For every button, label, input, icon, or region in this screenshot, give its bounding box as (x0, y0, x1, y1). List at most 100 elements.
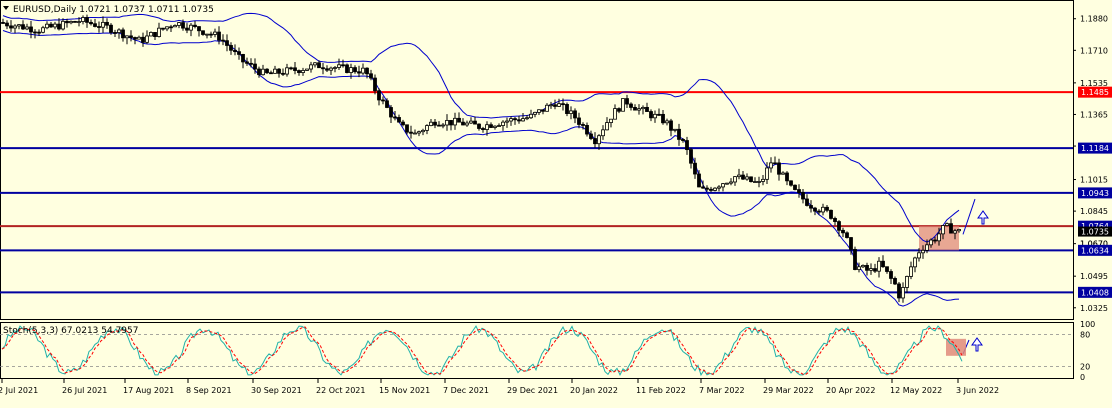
candle-body (421, 129, 425, 133)
candle-body (25, 26, 29, 30)
candle-body (737, 174, 741, 178)
stoch-signal-line (1, 326, 963, 375)
candle-body (721, 183, 725, 188)
candle-body (613, 108, 617, 120)
candle-body (833, 218, 837, 222)
candle-body (201, 30, 205, 35)
candle-body (65, 20, 69, 24)
x-tick-label: 20 Jan 2022 (570, 386, 618, 395)
level-value-label: 1.0408 (1081, 288, 1109, 297)
x-tick-label: 30 Sep 2021 (251, 386, 302, 395)
candle-body (229, 45, 233, 51)
candle-body (85, 17, 89, 23)
level-value-label: 1.1485 (1081, 88, 1109, 97)
candle-body (233, 49, 237, 53)
candle-body (529, 113, 533, 119)
candle-body (89, 21, 93, 25)
candle-body (925, 244, 929, 251)
level-value-box (1078, 220, 1112, 232)
candle-body (709, 188, 713, 191)
candle-body (953, 230, 957, 234)
candle-body (289, 67, 293, 70)
stoch-y-label: 20 (1080, 362, 1090, 371)
candle-body (217, 31, 221, 41)
candle-body (425, 125, 429, 131)
candle-body (481, 128, 485, 130)
x-tick-label: 26 Jul 2021 (62, 386, 107, 395)
candle-body (9, 25, 13, 29)
candle-body (861, 265, 865, 268)
candle-body (249, 62, 253, 65)
y-tick-label: 1.1535 (1080, 79, 1108, 88)
candle-body (169, 26, 173, 29)
candle-body (729, 181, 733, 184)
candle-body (813, 207, 817, 212)
candle-body (921, 249, 925, 254)
candle-body (865, 265, 869, 271)
current-price-box (1078, 226, 1112, 237)
candle-body (617, 108, 621, 112)
candle-body (809, 205, 813, 209)
candle-body (181, 22, 185, 29)
candle-body (597, 135, 601, 145)
candle-body (829, 209, 833, 219)
candle-body (777, 162, 781, 175)
candle-body (13, 25, 17, 29)
candle-body (889, 271, 893, 279)
candle-body (905, 276, 909, 288)
level-value-box (1078, 187, 1112, 199)
candle-body (541, 109, 545, 112)
candle-body (321, 67, 325, 70)
level-value-box (1078, 142, 1112, 154)
candle-body (73, 21, 77, 23)
y-tick-label: 1.0495 (1080, 272, 1108, 281)
stoch-highlight-zone (946, 338, 966, 356)
candle-body (497, 125, 501, 127)
candle-body (277, 68, 281, 74)
candle-body (101, 21, 105, 28)
x-tick-label: 11 Feb 2022 (636, 386, 686, 395)
candle-body (269, 72, 273, 75)
candle-body (461, 121, 465, 126)
candle-body (325, 68, 329, 71)
y-tick-label: 1.1365 (1080, 110, 1108, 119)
candle-body (61, 20, 65, 30)
candle-body (489, 124, 493, 128)
candle-body (209, 33, 213, 36)
candle-body (817, 210, 821, 213)
candle-body (365, 67, 369, 75)
candle-body (893, 278, 897, 285)
candle-body (273, 68, 277, 74)
candle-body (941, 225, 945, 235)
candle-body (725, 182, 729, 185)
candle-body (457, 117, 461, 123)
candle-body (109, 24, 113, 33)
candle-body (649, 111, 653, 119)
candle-body (449, 120, 453, 126)
candle-body (153, 32, 157, 37)
up-arrow-icon (977, 210, 989, 225)
x-tick-label: 15 Nov 2021 (379, 386, 430, 395)
candle-body (189, 24, 193, 31)
candle-body (397, 117, 401, 123)
candle-body (645, 106, 649, 112)
stoch-y-label: 100 (1080, 320, 1095, 329)
candle-body (361, 67, 365, 74)
stoch-panel-frame (0, 322, 1074, 379)
candle-body (929, 239, 933, 246)
candle-body (29, 26, 33, 33)
candle-body (553, 104, 557, 107)
candle-body (33, 31, 37, 34)
candle-body (881, 260, 885, 268)
candle-body (581, 124, 585, 126)
stoch-y-label: 80 (1080, 331, 1090, 340)
candle-body (837, 221, 841, 231)
candle-body (301, 70, 305, 73)
candle-body (45, 23, 49, 29)
candle-body (857, 266, 861, 270)
candle-body (185, 27, 189, 31)
dropdown-arrow-icon[interactable] (3, 6, 9, 10)
candle-body (161, 27, 165, 30)
stoch-up-arrow-icon (971, 337, 983, 352)
candle-body (413, 132, 417, 135)
